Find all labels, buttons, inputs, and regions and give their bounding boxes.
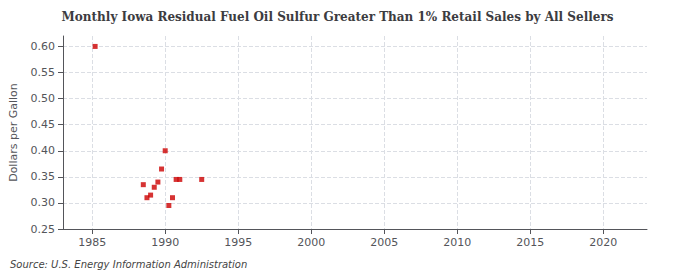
svg-text:1995: 1995 xyxy=(224,236,252,249)
svg-text:1985: 1985 xyxy=(78,236,106,249)
svg-text:0.50: 0.50 xyxy=(31,92,56,105)
svg-text:1990: 1990 xyxy=(151,236,179,249)
svg-text:2010: 2010 xyxy=(443,236,471,249)
svg-text:0.30: 0.30 xyxy=(31,196,56,209)
svg-text:0.40: 0.40 xyxy=(31,144,56,157)
svg-text:2000: 2000 xyxy=(297,236,325,249)
svg-text:Dollars per Gallon: Dollars per Gallon xyxy=(7,83,20,182)
svg-text:0.35: 0.35 xyxy=(31,170,56,183)
svg-text:0.55: 0.55 xyxy=(31,66,56,79)
svg-text:Monthly Iowa Residual Fuel Oil: Monthly Iowa Residual Fuel Oil Sulfur Gr… xyxy=(62,10,614,24)
svg-text:0.45: 0.45 xyxy=(31,118,56,131)
svg-text:2015: 2015 xyxy=(516,236,544,249)
svg-text:2005: 2005 xyxy=(370,236,398,249)
svg-text:Source: U.S. Energy Informatio: Source: U.S. Energy Information Administ… xyxy=(10,259,247,270)
svg-text:2020: 2020 xyxy=(589,236,617,249)
svg-text:0.60: 0.60 xyxy=(31,40,56,53)
svg-text:0.25: 0.25 xyxy=(31,223,56,236)
